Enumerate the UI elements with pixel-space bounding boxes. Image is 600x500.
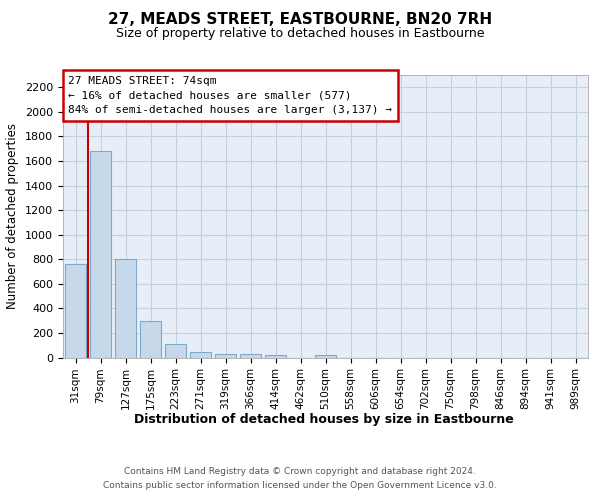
Bar xyxy=(190,352,211,358)
Bar xyxy=(240,354,261,358)
Bar xyxy=(315,355,336,358)
Bar xyxy=(90,151,111,358)
Text: Contains public sector information licensed under the Open Government Licence v3: Contains public sector information licen… xyxy=(103,481,497,490)
Y-axis label: Number of detached properties: Number of detached properties xyxy=(7,123,19,309)
Bar xyxy=(115,259,136,358)
Text: 27 MEADS STREET: 74sqm
← 16% of detached houses are smaller (577)
84% of semi-de: 27 MEADS STREET: 74sqm ← 16% of detached… xyxy=(68,76,392,115)
Bar xyxy=(165,344,186,358)
Bar xyxy=(265,355,286,358)
Text: 27, MEADS STREET, EASTBOURNE, BN20 7RH: 27, MEADS STREET, EASTBOURNE, BN20 7RH xyxy=(108,12,492,28)
Text: Size of property relative to detached houses in Eastbourne: Size of property relative to detached ho… xyxy=(116,28,484,40)
Bar xyxy=(140,320,161,358)
Bar xyxy=(215,354,236,358)
Bar xyxy=(65,264,86,358)
Text: Distribution of detached houses by size in Eastbourne: Distribution of detached houses by size … xyxy=(134,412,514,426)
Text: Contains HM Land Registry data © Crown copyright and database right 2024.: Contains HM Land Registry data © Crown c… xyxy=(124,468,476,476)
